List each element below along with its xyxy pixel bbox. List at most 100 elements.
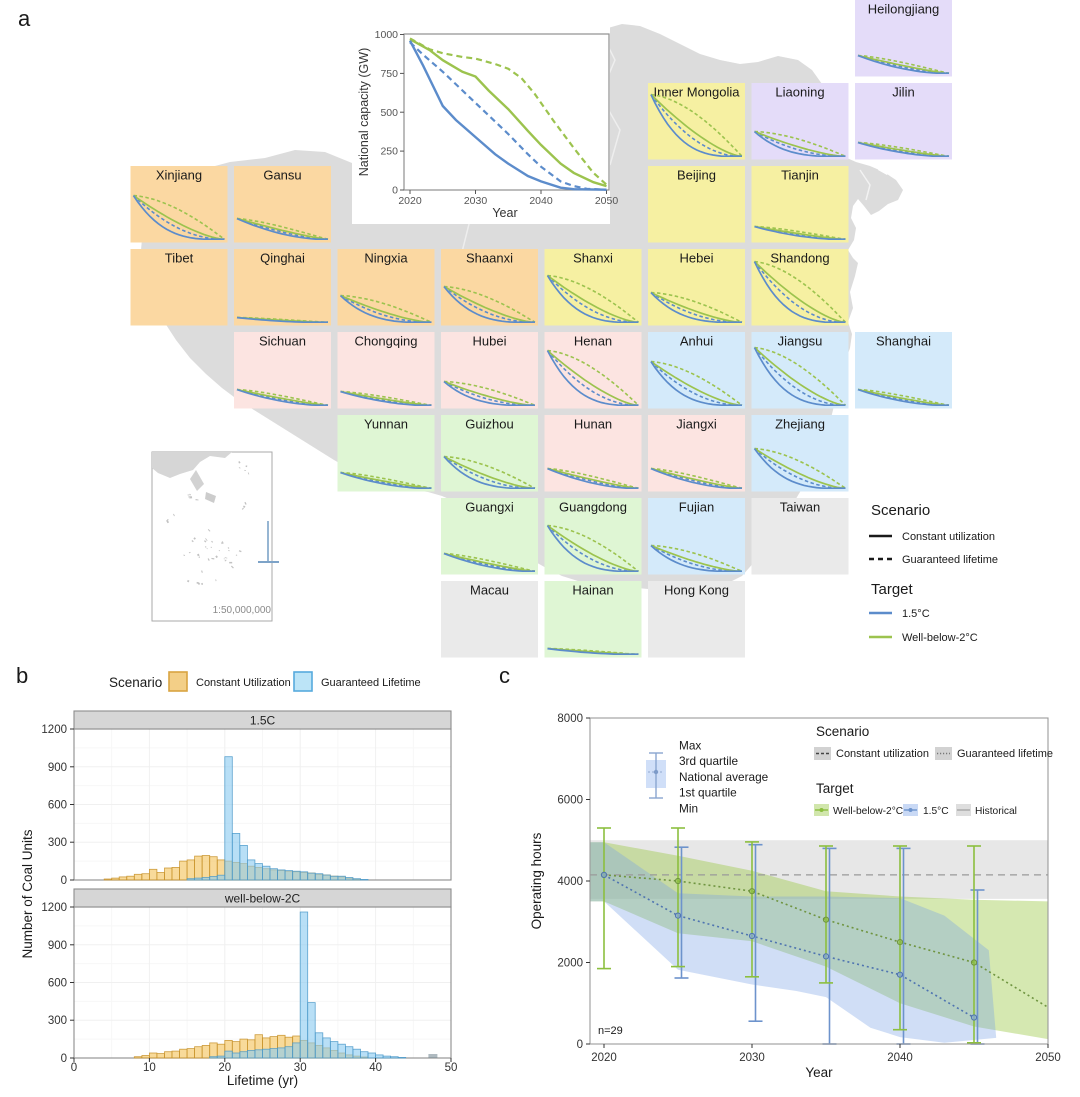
svg-text:Constant utilization: Constant utilization: [836, 748, 929, 760]
svg-text:well-below-2C: well-below-2C: [224, 892, 301, 906]
svg-text:Target: Target: [871, 581, 914, 598]
svg-text:Well-below-2°C: Well-below-2°C: [833, 806, 903, 817]
svg-text:1200: 1200: [41, 902, 67, 914]
svg-text:Guangdong: Guangdong: [559, 500, 627, 515]
svg-text:Henan: Henan: [574, 334, 612, 349]
svg-text:Year: Year: [492, 206, 517, 220]
svg-text:Qinghai: Qinghai: [260, 251, 305, 266]
svg-text:300: 300: [48, 837, 67, 849]
svg-text:10: 10: [143, 1062, 156, 1074]
svg-text:Shandong: Shandong: [770, 251, 829, 266]
svg-text:Guaranteed lifetime: Guaranteed lifetime: [957, 748, 1053, 760]
svg-text:n=29: n=29: [598, 1025, 623, 1037]
svg-text:Macau: Macau: [470, 583, 509, 598]
svg-text:Tianjin: Tianjin: [781, 168, 819, 183]
svg-text:Chongqing: Chongqing: [355, 334, 418, 349]
svg-text:Constant utilization: Constant utilization: [902, 531, 995, 543]
svg-text:50: 50: [445, 1062, 458, 1074]
svg-text:1000: 1000: [375, 29, 399, 41]
svg-text:2020: 2020: [398, 195, 422, 207]
svg-text:Lifetime (yr): Lifetime (yr): [227, 1073, 298, 1088]
svg-text:Scenario: Scenario: [816, 724, 869, 739]
svg-text:Number of Coal Units: Number of Coal Units: [20, 829, 35, 958]
svg-text:Scenario: Scenario: [109, 675, 162, 690]
svg-text:0: 0: [577, 1039, 583, 1051]
svg-text:a: a: [18, 6, 31, 31]
svg-text:1:50,000,000: 1:50,000,000: [213, 605, 272, 616]
svg-text:2030: 2030: [464, 195, 488, 207]
svg-text:b: b: [16, 663, 28, 688]
svg-text:900: 900: [48, 762, 67, 774]
svg-text:2050: 2050: [1035, 1052, 1061, 1064]
svg-text:8000: 8000: [557, 713, 583, 725]
svg-text:Target: Target: [816, 781, 854, 796]
svg-text:1.5°C: 1.5°C: [923, 806, 949, 817]
svg-text:Jiangsu: Jiangsu: [778, 334, 823, 349]
svg-text:Taiwan: Taiwan: [780, 500, 820, 515]
svg-text:6000: 6000: [557, 795, 583, 807]
svg-text:1200: 1200: [41, 724, 67, 736]
svg-text:0: 0: [61, 875, 67, 887]
svg-text:Max: Max: [679, 739, 701, 753]
svg-text:Jilin: Jilin: [892, 85, 914, 100]
svg-text:Shanxi: Shanxi: [573, 251, 613, 266]
svg-text:2040: 2040: [887, 1052, 913, 1064]
svg-text:Guangxi: Guangxi: [465, 500, 514, 515]
svg-text:20: 20: [218, 1062, 231, 1074]
svg-text:Beijing: Beijing: [677, 168, 716, 183]
svg-text:Fujian: Fujian: [679, 500, 714, 515]
svg-text:0: 0: [61, 1053, 67, 1065]
svg-text:300: 300: [48, 1015, 67, 1027]
svg-text:2040: 2040: [529, 195, 553, 207]
svg-text:Tibet: Tibet: [165, 251, 194, 266]
svg-text:Xinjiang: Xinjiang: [156, 168, 202, 183]
svg-text:2000: 2000: [557, 958, 583, 970]
svg-text:National capacity (GW): National capacity (GW): [357, 48, 371, 177]
svg-text:750: 750: [380, 68, 398, 80]
svg-text:1.5C: 1.5C: [250, 714, 276, 728]
svg-text:Scenario: Scenario: [871, 502, 930, 519]
svg-text:Sichuan: Sichuan: [259, 334, 306, 349]
svg-text:Inner Mongolia: Inner Mongolia: [654, 85, 741, 100]
svg-text:Guizhou: Guizhou: [465, 417, 513, 432]
svg-text:Constant Utilization: Constant Utilization: [196, 677, 291, 689]
svg-text:Jiangxi: Jiangxi: [676, 417, 717, 432]
svg-text:4000: 4000: [557, 876, 583, 888]
svg-text:2020: 2020: [591, 1052, 617, 1064]
svg-text:Hunan: Hunan: [574, 417, 612, 432]
svg-text:Hong Kong: Hong Kong: [664, 583, 729, 598]
svg-text:250: 250: [380, 146, 398, 158]
svg-text:Shaanxi: Shaanxi: [466, 251, 513, 266]
svg-text:Heilongjiang: Heilongjiang: [868, 2, 940, 17]
svg-text:Liaoning: Liaoning: [775, 85, 824, 100]
svg-text:Hebei: Hebei: [680, 251, 714, 266]
svg-text:40: 40: [369, 1062, 382, 1074]
svg-text:Historical: Historical: [975, 806, 1017, 817]
svg-text:Hubei: Hubei: [473, 334, 507, 349]
svg-text:Anhui: Anhui: [680, 334, 713, 349]
svg-text:Year: Year: [805, 1065, 833, 1080]
svg-text:Operating hours: Operating hours: [529, 832, 544, 929]
svg-text:Guaranteed Lifetime: Guaranteed Lifetime: [321, 677, 421, 689]
svg-text:Shanghai: Shanghai: [876, 334, 931, 349]
svg-text:2030: 2030: [739, 1052, 765, 1064]
svg-text:Yunnan: Yunnan: [364, 417, 408, 432]
svg-text:3rd quartile: 3rd quartile: [679, 754, 738, 768]
svg-text:30: 30: [294, 1062, 307, 1074]
svg-text:600: 600: [48, 800, 67, 812]
svg-text:Guaranteed lifetime: Guaranteed lifetime: [902, 554, 998, 566]
svg-text:Min: Min: [679, 801, 698, 815]
svg-text:600: 600: [48, 978, 67, 990]
svg-text:Ningxia: Ningxia: [364, 251, 408, 266]
svg-text:0: 0: [71, 1062, 77, 1074]
svg-text:c: c: [499, 663, 510, 688]
svg-text:500: 500: [380, 107, 398, 119]
svg-text:National average: National average: [679, 770, 769, 784]
svg-text:2050: 2050: [595, 195, 619, 207]
svg-text:1st quartile: 1st quartile: [679, 786, 737, 800]
svg-text:Gansu: Gansu: [263, 168, 301, 183]
svg-text:Hainan: Hainan: [572, 583, 613, 598]
svg-text:900: 900: [48, 940, 67, 952]
svg-text:Well-below-2°C: Well-below-2°C: [902, 632, 978, 644]
svg-text:1.5°C: 1.5°C: [902, 608, 930, 620]
